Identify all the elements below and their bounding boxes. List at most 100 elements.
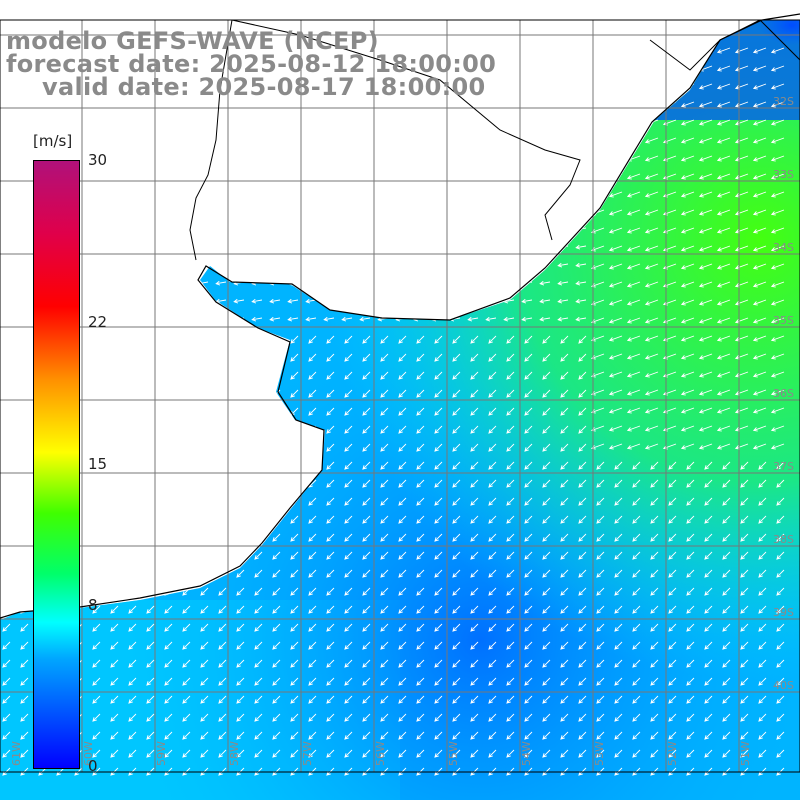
wind-arrow	[323, 244, 335, 250]
wind-arrow	[644, 137, 659, 144]
wind-arrow	[485, 298, 497, 304]
wind-arrow	[596, 479, 605, 488]
wind-arrow	[716, 65, 731, 72]
wind-arrow	[722, 731, 731, 740]
wind-arrow	[179, 280, 191, 286]
wind-arrow	[218, 353, 227, 362]
wind-arrow	[539, 190, 551, 196]
wind-arrow	[236, 497, 245, 506]
wind-arrow	[704, 731, 713, 740]
wind-arrow	[92, 353, 101, 362]
wind-arrow	[272, 641, 281, 650]
wind-arrow	[698, 425, 713, 432]
wind-arrow	[110, 641, 119, 650]
wind-arrow	[488, 515, 497, 524]
wind-arrow	[236, 551, 245, 560]
wind-arrow	[740, 641, 749, 650]
wind-arrow	[0, 244, 11, 250]
wind-arrow	[251, 298, 263, 304]
wind-arrow	[506, 641, 515, 650]
wind-arrow	[380, 659, 389, 668]
wind-arrow	[452, 479, 461, 488]
wind-arrow	[542, 425, 551, 434]
wind-arrow	[290, 659, 299, 668]
wind-arrow	[644, 47, 659, 54]
wind-arrow	[452, 425, 461, 434]
wind-arrow	[20, 407, 29, 416]
wind-arrow	[218, 623, 227, 632]
wind-arrow	[416, 623, 425, 632]
wind-arrow	[596, 533, 605, 542]
wind-arrow	[377, 100, 389, 106]
wind-arrow	[557, 64, 569, 70]
wind-arrow	[644, 317, 659, 324]
wind-arrow	[632, 713, 641, 722]
wind-arrow	[287, 244, 299, 250]
wind-arrow	[770, 101, 785, 108]
wind-arrow	[380, 353, 389, 362]
wind-arrow	[377, 154, 389, 160]
wind-arrow	[290, 605, 299, 614]
wind-arrow	[272, 479, 281, 488]
colorbar-tick-1: 22	[88, 312, 108, 331]
wind-arrow	[575, 280, 587, 286]
wind-arrow	[434, 497, 443, 506]
wind-arrow	[434, 533, 443, 542]
wind-arrow	[143, 100, 155, 106]
wind-arrow	[416, 731, 425, 740]
wind-arrow	[680, 425, 695, 432]
wind-arrow	[467, 280, 479, 286]
wind-arrow	[164, 713, 173, 722]
wind-arrow	[272, 497, 281, 506]
wind-arrow	[521, 316, 533, 322]
wind-arrow	[560, 515, 569, 524]
wind-arrow	[17, 226, 29, 232]
wind-arrow	[128, 371, 137, 380]
wind-arrow	[0, 154, 11, 160]
wind-arrow	[308, 551, 317, 560]
wind-arrow	[161, 136, 173, 142]
wind-arrow	[20, 695, 29, 704]
lon-label-7: 54W	[520, 741, 533, 766]
wind-arrow	[308, 371, 317, 380]
wind-arrow	[359, 262, 371, 268]
wind-arrow	[698, 371, 713, 378]
wind-arrow	[485, 226, 497, 232]
wind-arrow	[305, 280, 317, 286]
wind-arrow	[524, 731, 533, 740]
wind-arrow	[722, 641, 731, 650]
wind-arrow	[524, 425, 533, 434]
wind-arrow	[557, 82, 569, 88]
wind-arrow	[575, 136, 587, 142]
wind-arrow	[575, 316, 587, 322]
wind-arrow	[521, 208, 533, 214]
wind-arrow	[452, 623, 461, 632]
wind-arrow	[521, 82, 533, 88]
wind-arrow	[434, 695, 443, 704]
wind-arrow	[344, 623, 353, 632]
wind-arrow	[632, 659, 641, 668]
wind-arrow	[668, 515, 677, 524]
wind-arrow	[398, 641, 407, 650]
wind-arrow	[2, 353, 11, 362]
wind-arrow	[716, 407, 731, 414]
wind-arrow	[236, 425, 245, 434]
wind-arrow	[521, 172, 533, 178]
wind-arrow	[20, 371, 29, 380]
wind-arrow	[236, 407, 245, 416]
wind-arrow	[269, 316, 281, 322]
wind-arrow	[125, 136, 137, 142]
wind-arrow	[650, 749, 659, 758]
wind-arrow	[200, 479, 209, 488]
wind-arrow	[128, 443, 137, 452]
wind-arrow	[470, 749, 479, 758]
wind-arrow	[632, 641, 641, 650]
wind-arrow	[716, 209, 731, 216]
wind-arrow	[179, 208, 191, 214]
wind-arrow	[164, 551, 173, 560]
wind-arrow	[557, 280, 569, 286]
wind-arrow	[752, 407, 767, 414]
wind-arrow	[680, 119, 695, 126]
wind-arrow	[2, 479, 11, 488]
wind-arrow	[776, 587, 785, 596]
